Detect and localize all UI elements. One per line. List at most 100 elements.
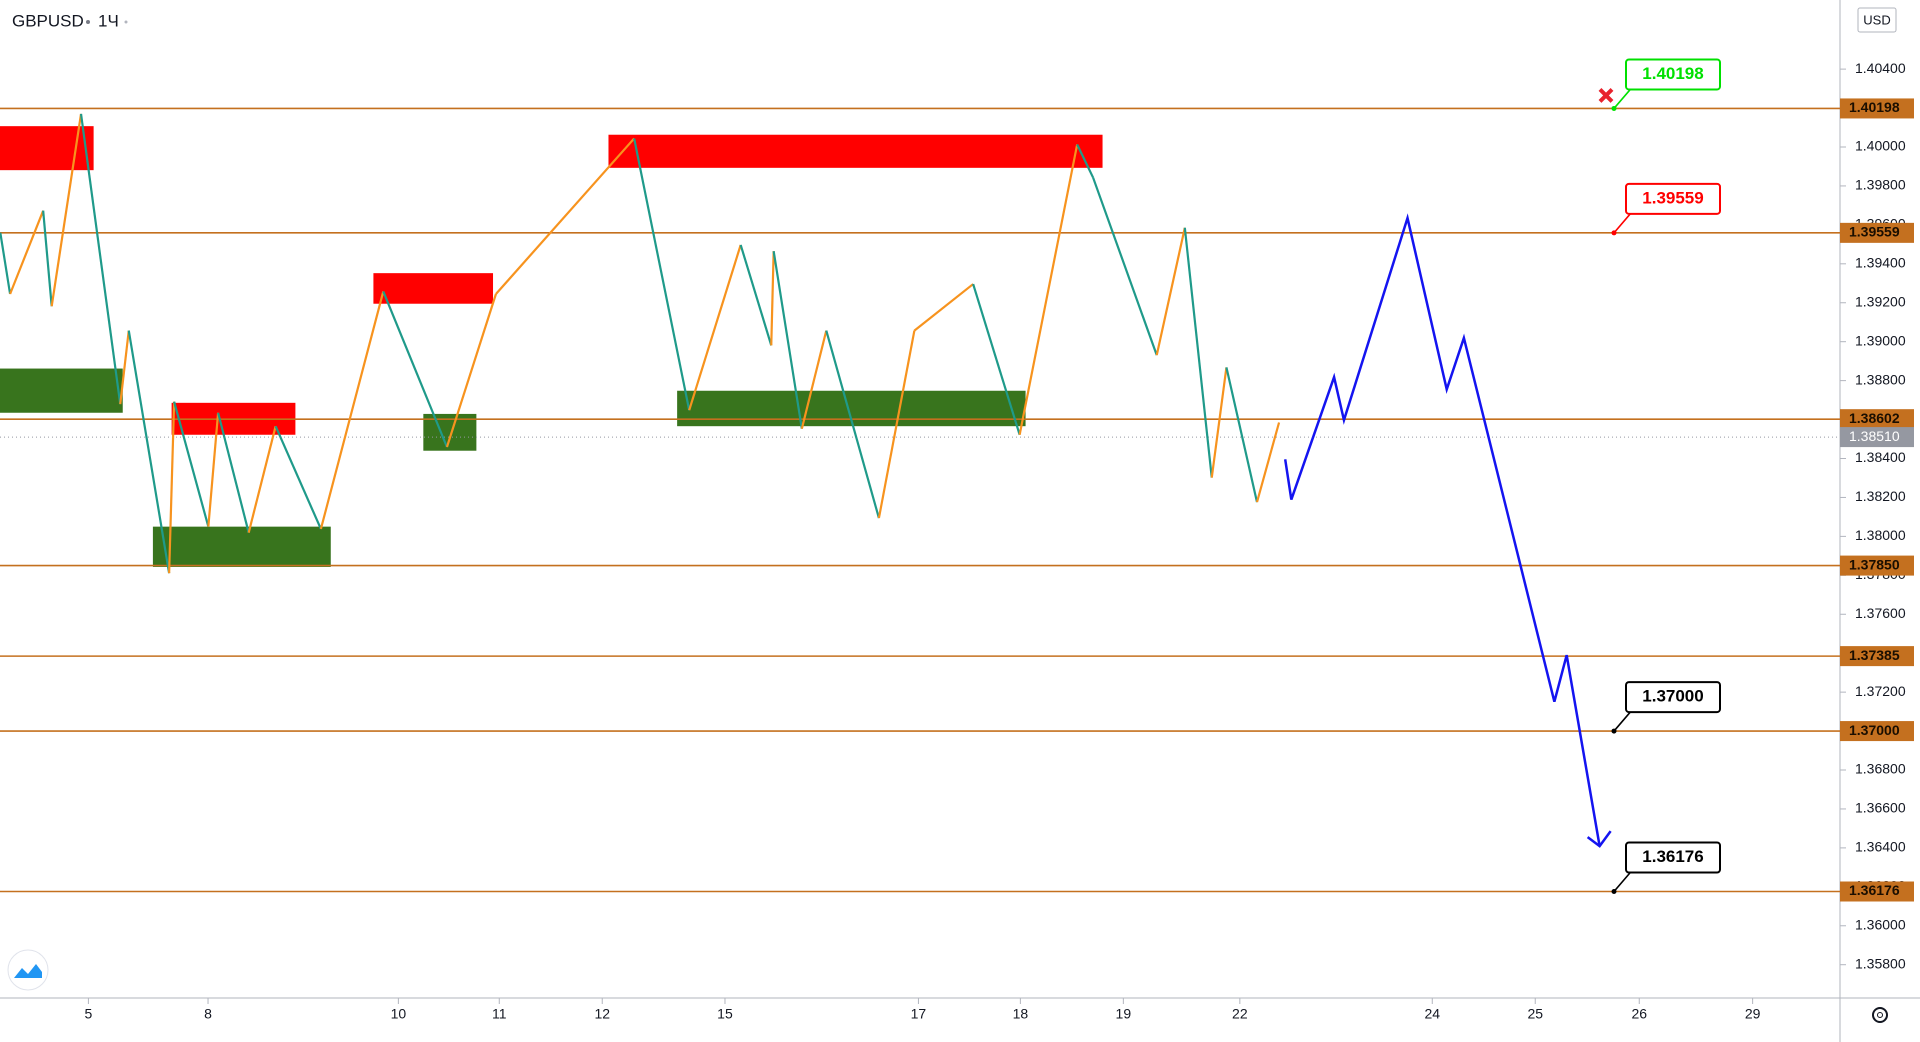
- zigzag-leg: [42, 210, 53, 307]
- plot: 1.40198 1.39559 1.37000 1.36176: [0, 58, 1840, 895]
- zigzag-leg: [217, 412, 250, 533]
- level-label-box: [1840, 555, 1914, 576]
- zigzag-leg: [495, 137, 635, 295]
- zigzag-leg: [633, 138, 691, 411]
- gear-center[interactable]: [1877, 1012, 1883, 1018]
- zigzag-leg: [825, 330, 880, 519]
- zigzag-leg: [770, 251, 775, 346]
- last-price-box: [1840, 427, 1914, 448]
- zigzag-leg: [9, 210, 45, 295]
- zigzag-leg: [173, 401, 210, 527]
- level-label-box: [1840, 222, 1914, 243]
- y-tick-label: 1.39400: [1855, 255, 1906, 271]
- y-tick-label: 1.36400: [1855, 839, 1906, 855]
- y-tick-label: 1.38800: [1855, 371, 1906, 387]
- y-tick-label: 1.38000: [1855, 527, 1906, 543]
- zigzag-leg: [274, 425, 322, 530]
- x-tick-label: 29: [1745, 1006, 1761, 1022]
- callout-anchor: [1611, 889, 1617, 895]
- level-label: 1.38602: [1849, 410, 1900, 426]
- y-tick-label: 1.39200: [1855, 293, 1906, 309]
- zigzag-leg: [1018, 144, 1079, 435]
- level-label: 1.40198: [1849, 99, 1900, 115]
- zigzag-leg: [168, 401, 176, 574]
- zigzag-leg: [877, 330, 916, 519]
- zone: [0, 368, 123, 413]
- zigzag-leg: [772, 250, 803, 429]
- symbol: GBPUSD: [12, 11, 84, 30]
- zone: [0, 126, 94, 171]
- zigzag-leg: [382, 291, 448, 448]
- zigzag-leg: [1210, 367, 1228, 478]
- zigzag-leg: [247, 425, 277, 533]
- zigzag-leg: [0, 232, 12, 295]
- zigzag-leg: [1076, 143, 1095, 179]
- logo-mark[interactable]: [14, 964, 42, 978]
- y-tick-label: 1.38200: [1855, 488, 1906, 504]
- x-tick-label: 12: [594, 1006, 610, 1022]
- x-tick-label: 10: [391, 1006, 407, 1022]
- level-label: 1.39559: [1849, 224, 1900, 240]
- zigzag-leg: [972, 283, 1021, 436]
- zigzag-leg: [1155, 227, 1186, 356]
- zigzag-leg: [1225, 367, 1259, 503]
- zone: [608, 134, 1103, 168]
- y-tick-label: 1.37200: [1855, 683, 1906, 699]
- zigzag-leg: [50, 113, 83, 307]
- zigzag-leg: [1092, 177, 1158, 356]
- zone: [152, 526, 331, 567]
- y-tick-label: 1.40000: [1855, 138, 1906, 154]
- x-tick-label: 18: [1013, 1006, 1029, 1022]
- zone: [373, 273, 494, 304]
- currency-box[interactable]: [1857, 7, 1897, 33]
- y-tick-label: 1.36600: [1855, 800, 1906, 816]
- callout-box: [1625, 58, 1721, 91]
- zone: [423, 413, 477, 451]
- y-tick-label: 1.38400: [1855, 449, 1906, 465]
- level-label: 1.36176: [1849, 882, 1900, 898]
- logo-circle[interactable]: [7, 949, 49, 991]
- callout-label: 1.36176: [1642, 847, 1703, 866]
- level-label-box: [1840, 98, 1914, 119]
- callout-box: [1625, 841, 1721, 874]
- x-tick-label: 17: [911, 1006, 927, 1022]
- x-tick-label: 19: [1116, 1006, 1132, 1022]
- callout-label: 1.40198: [1642, 64, 1703, 83]
- callout-label: 1.39559: [1642, 188, 1703, 207]
- x-tick-label: 26: [1631, 1006, 1647, 1022]
- zigzag-leg: [207, 412, 220, 527]
- zigzag-leg: [127, 330, 171, 574]
- callout-anchor: [1611, 728, 1617, 734]
- y-tick-label: 1.36800: [1855, 761, 1906, 777]
- x-tick-label: 15: [717, 1006, 733, 1022]
- zigzag-leg: [1183, 227, 1213, 478]
- zigzag-leg: [739, 244, 773, 346]
- separator: [124, 20, 128, 24]
- zigzag-leg: [445, 293, 497, 448]
- y-tick-label: 1.39000: [1855, 332, 1906, 348]
- logo[interactable]: [7, 949, 49, 991]
- forecast-path: [1283, 213, 1601, 847]
- y-tick-label: 1.40400: [1855, 60, 1906, 76]
- callout-box: [1625, 182, 1721, 215]
- y-tick-label: 1.37600: [1855, 605, 1906, 621]
- gear[interactable]: [1872, 1007, 1888, 1023]
- zigzag-leg: [79, 113, 122, 405]
- zigzag-leg: [688, 244, 742, 411]
- cancel-mark: [1598, 88, 1614, 103]
- level-label-box: [1840, 721, 1914, 742]
- x-tick-label: 5: [85, 1006, 93, 1022]
- settings-icon[interactable]: [1872, 1007, 1888, 1023]
- level-label-box: [1840, 646, 1914, 667]
- currency[interactable]: USD: [1863, 12, 1890, 27]
- separator: [86, 20, 90, 24]
- level-label-box: [1840, 409, 1914, 430]
- x-tick-label: 22: [1232, 1006, 1248, 1022]
- x-tick-label: 24: [1424, 1006, 1440, 1022]
- axes: 1.358001.360001.362001.364001.366001.368…: [85, 60, 1914, 1022]
- callout-anchor: [1611, 105, 1617, 111]
- x-tick-label: 25: [1527, 1006, 1543, 1022]
